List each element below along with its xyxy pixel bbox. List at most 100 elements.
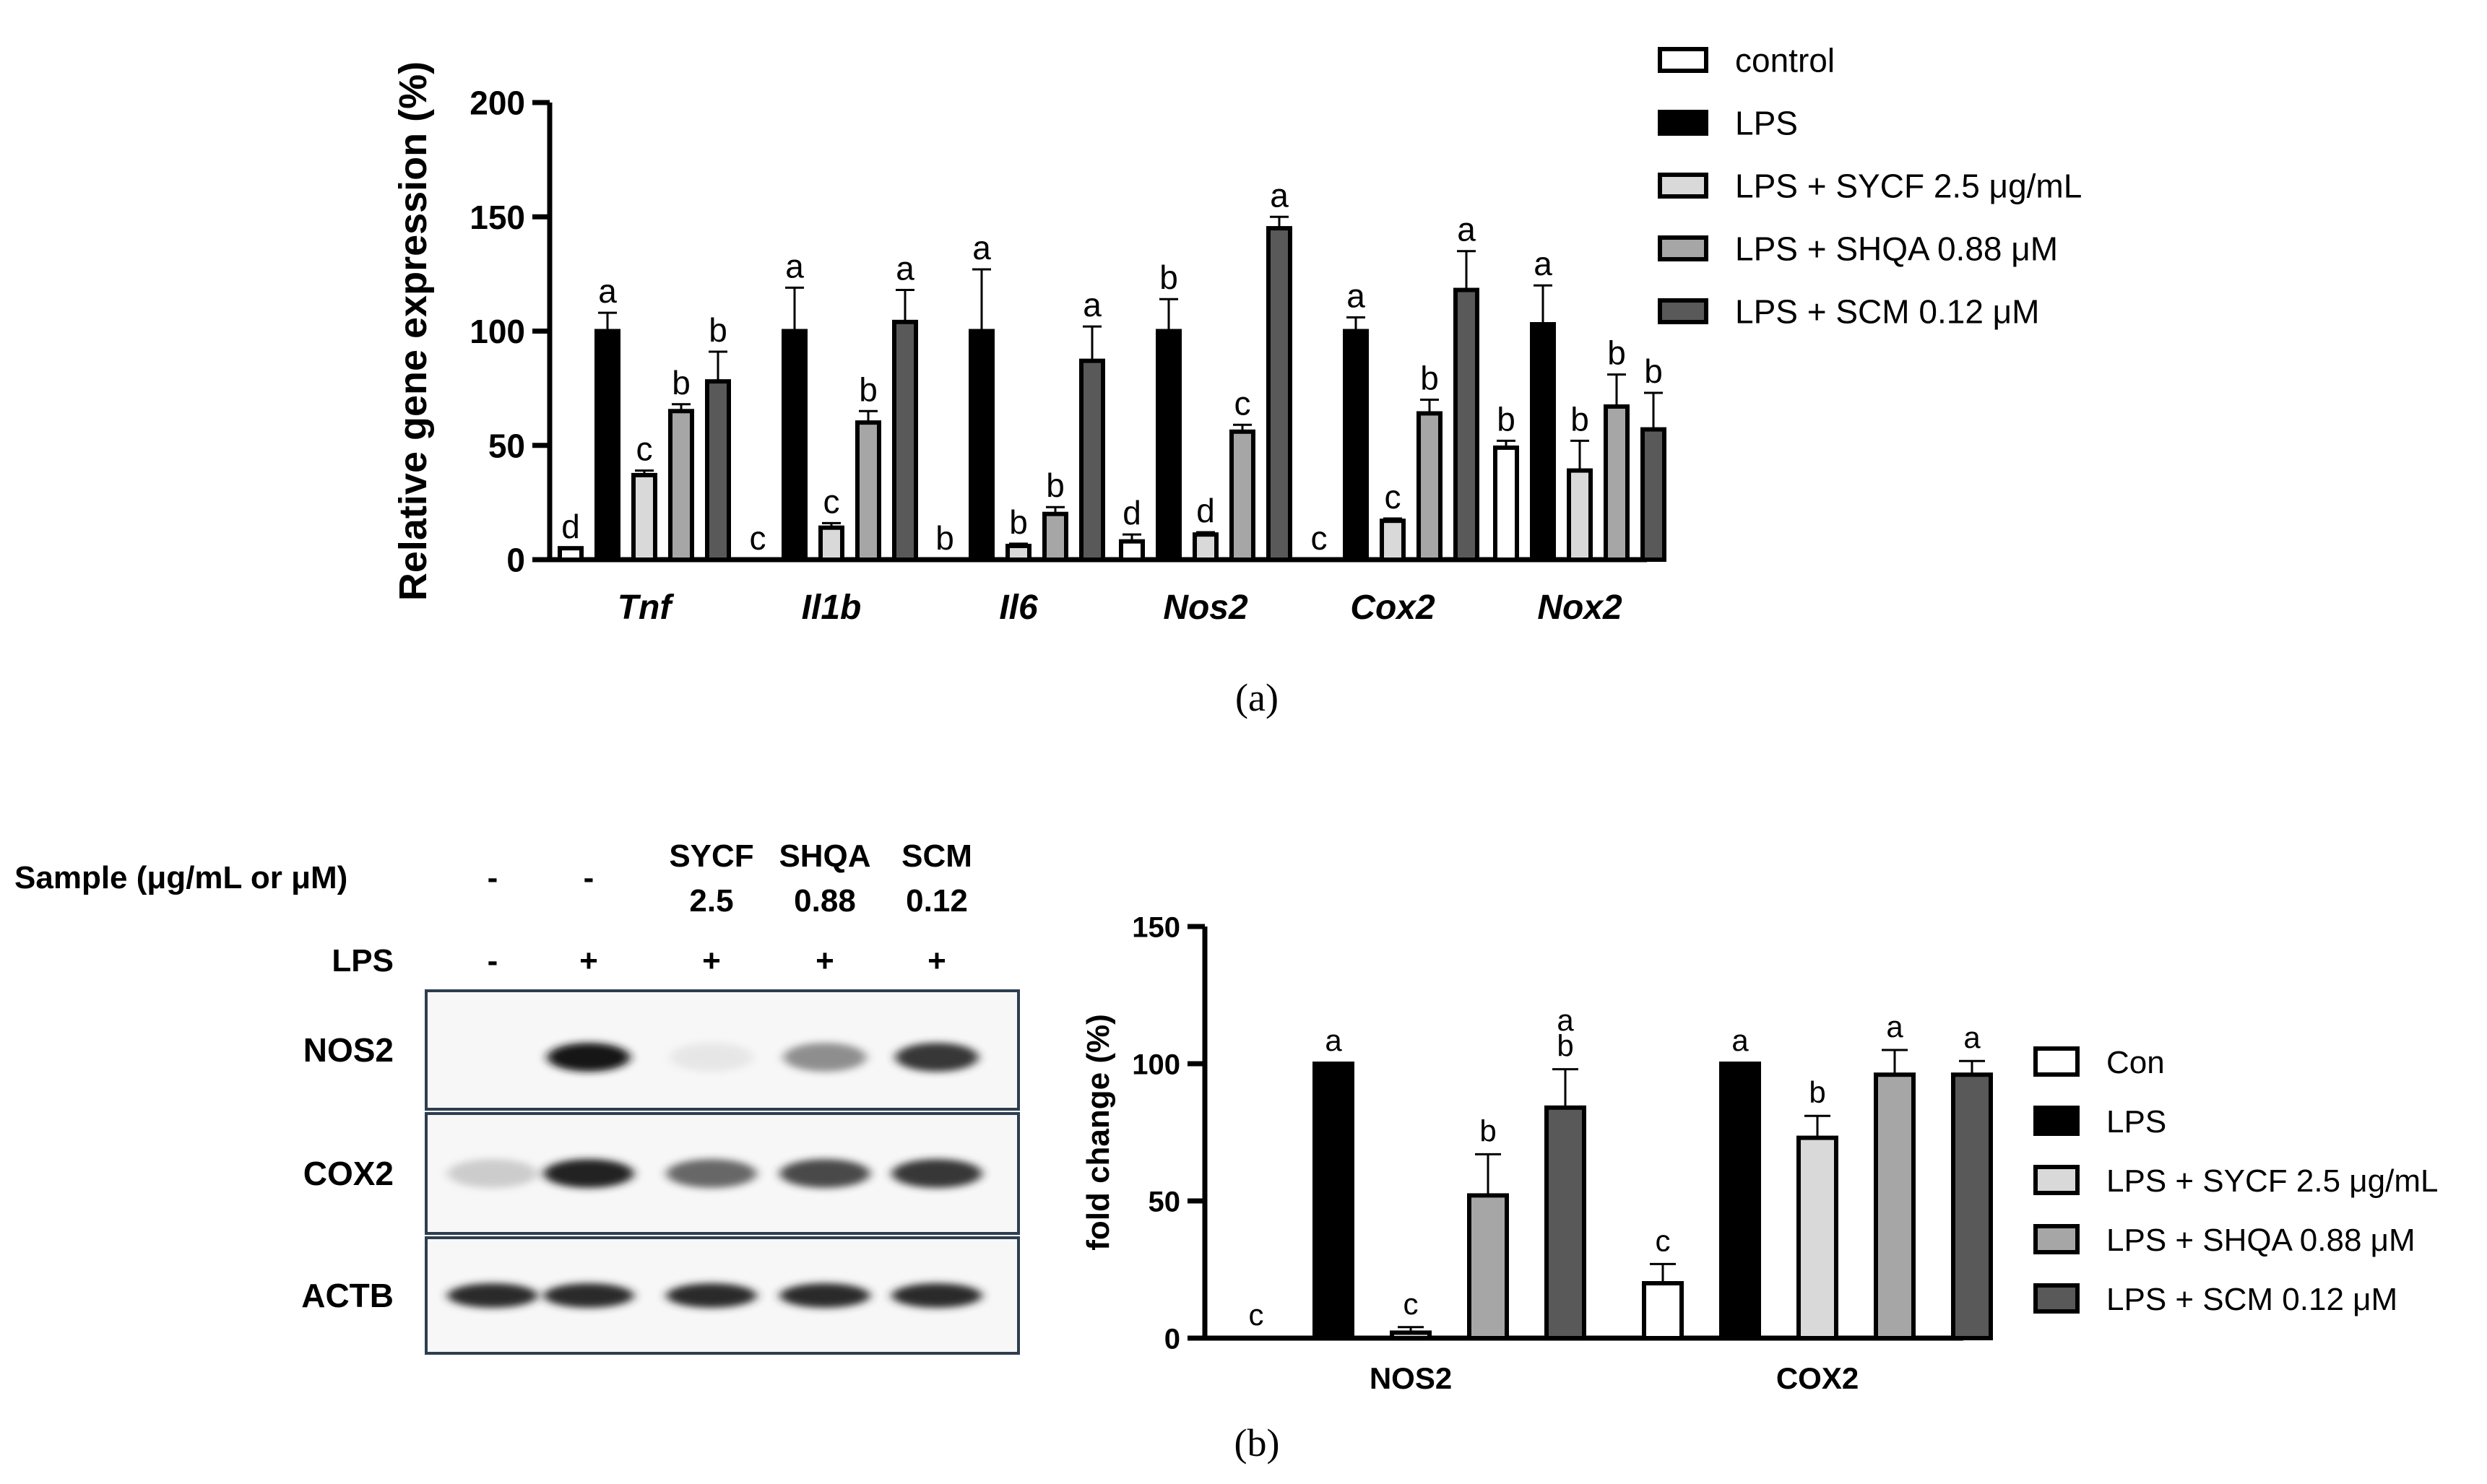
- blot-band: [779, 1283, 870, 1308]
- bar: [1193, 532, 1219, 562]
- legend-swatch: [1658, 173, 1708, 199]
- blot-band: [543, 1159, 634, 1188]
- chart-panel-a: 0 50 100 150 200 Relative gene expression (%)…: [392, 42, 2082, 719]
- significance-letter: d: [1196, 492, 1215, 529]
- legend-label: LPS + SYCF 2.5 μg/mL: [2106, 1163, 2438, 1199]
- legend-swatch: [2033, 1224, 2080, 1254]
- significance-letter: c: [1311, 519, 1328, 557]
- bar: [1493, 445, 1519, 562]
- x-category-label: Nos2: [1163, 589, 1248, 627]
- significance-letter: a: [972, 229, 991, 266]
- legend-swatch: [1658, 110, 1708, 136]
- bar: [1343, 329, 1369, 562]
- significance-letter: c: [750, 519, 766, 557]
- y-tick-label: 0: [506, 542, 525, 579]
- significance-letter: c: [636, 430, 653, 468]
- bar: [1640, 427, 1666, 562]
- blot-lane-sample: -: [488, 860, 498, 895]
- bar: [969, 329, 995, 562]
- legend-swatch: [2033, 1165, 2080, 1195]
- blot-lane-dose: 0.88: [794, 883, 856, 919]
- bar: [1119, 539, 1145, 562]
- bar: [1380, 518, 1406, 563]
- bar: [1642, 1281, 1684, 1340]
- western-blot: Sample (μg/mL or μM) - - - + SYCF 2.5 + SHQA 0.88…: [14, 838, 1020, 1355]
- significance-letter: b: [1809, 1075, 1825, 1109]
- blot-band: [891, 1159, 982, 1188]
- bar: [1042, 511, 1068, 563]
- significance-letter: b: [1046, 467, 1065, 504]
- panel-label: (a): [1235, 676, 1279, 719]
- blot-band: [666, 1283, 757, 1308]
- significance-letter: c: [1249, 1298, 1264, 1332]
- bar: [1567, 468, 1593, 562]
- legend-label: LPS + SHQA 0.88 μM: [2106, 1223, 2415, 1258]
- blot-lane-dose: 0.12: [906, 883, 968, 919]
- bar: [1390, 1330, 1432, 1341]
- significance-letter: a: [896, 250, 914, 287]
- significance-letter: a: [1731, 1023, 1749, 1057]
- significance-letter: c: [1656, 1223, 1671, 1257]
- legend-label: LPS + SCM 0.12 μM: [1735, 293, 2040, 331]
- bar: [1467, 1193, 1509, 1341]
- blot-band: [447, 1283, 538, 1308]
- y-tick-label: 100: [1132, 1049, 1180, 1080]
- significance-letter: c: [823, 482, 840, 520]
- significance-letter: c: [1234, 384, 1251, 422]
- x-category-label: COX2: [1776, 1361, 1859, 1395]
- bar: [1266, 226, 1292, 562]
- blot-lane-dose: 2.5: [689, 883, 733, 919]
- blot-lane-lps: -: [488, 943, 498, 979]
- significance-letter: a: [598, 272, 617, 310]
- significance-letter: b: [1420, 359, 1439, 396]
- blot-sample-label: Sample (μg/mL or μM): [14, 860, 347, 895]
- significance-letter: c: [1385, 478, 1401, 516]
- legend-swatch: [1658, 47, 1708, 73]
- bar: [1719, 1062, 1761, 1340]
- significance-letter: c: [1403, 1287, 1419, 1321]
- bar: [631, 472, 657, 563]
- significance-letter: a: [1083, 286, 1102, 324]
- y-axis-label: Relative gene expression (%): [392, 61, 435, 601]
- bar: [668, 409, 694, 563]
- significance-letter: b: [672, 364, 691, 402]
- blot-band: [547, 1043, 631, 1072]
- legend-swatch: [1658, 235, 1708, 261]
- bar: [594, 329, 620, 562]
- x-category-label: NOS2: [1370, 1361, 1452, 1395]
- significance-letter: b: [1159, 259, 1178, 296]
- bar: [1229, 429, 1255, 563]
- bar: [1005, 544, 1031, 563]
- legend-swatch: [2033, 1283, 2080, 1314]
- significance-letter: a: [1886, 1010, 1903, 1043]
- legend-label: LPS + SHQA 0.88 μM: [1735, 230, 2058, 268]
- x-category-label: Tnf: [618, 589, 675, 627]
- bar: [1079, 358, 1105, 562]
- significance-letter: b: [1497, 400, 1515, 438]
- x-category-label: Il6: [999, 589, 1038, 627]
- bar: [1604, 404, 1630, 562]
- bar: [855, 420, 881, 562]
- blot-band: [447, 1159, 538, 1188]
- x-category-label: Il1b: [802, 589, 862, 627]
- bar: [705, 379, 731, 562]
- blot-lane-sample: SHQA: [779, 838, 870, 874]
- bar: [1874, 1072, 1916, 1340]
- blot-row-label: COX2: [303, 1155, 394, 1192]
- blot-lps-label: LPS: [332, 943, 394, 979]
- legend-label: LPS + SYCF 2.5 μg/mL: [1735, 168, 2082, 205]
- bar: [558, 546, 584, 562]
- bar: [782, 329, 808, 562]
- significance-letter: a: [1346, 277, 1365, 315]
- significance-letter: b: [1570, 400, 1589, 438]
- blot-lane-sample: SCM: [901, 838, 972, 874]
- blot-lane-lps: +: [816, 943, 834, 979]
- blot-row-label: NOS2: [303, 1031, 394, 1069]
- y-tick-label: 50: [1149, 1186, 1181, 1218]
- significance-letter: a: [785, 247, 804, 285]
- blot-row-label: ACTB: [301, 1277, 394, 1314]
- significance-letter: a: [1557, 1003, 1574, 1037]
- legend-label: LPS + SCM 0.12 μM: [2106, 1282, 2397, 1317]
- significance-letter: a: [1534, 245, 1552, 282]
